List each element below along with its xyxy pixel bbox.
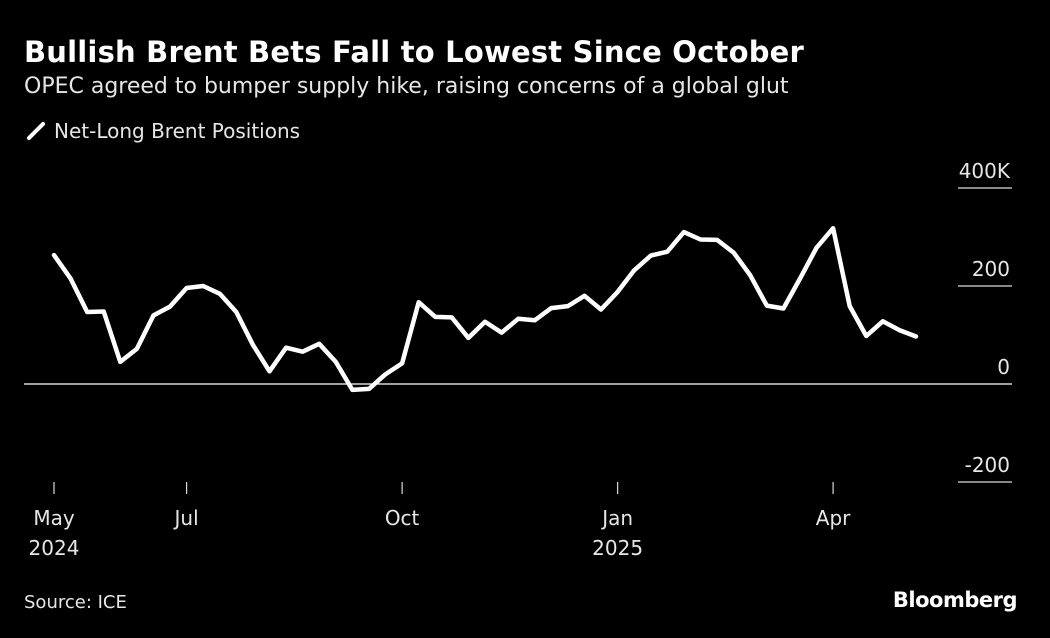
x-tick-year-label: 2024 xyxy=(29,536,80,560)
bloomberg-logo: Bloomberg xyxy=(892,588,1018,612)
x-tick-year-label: 2025 xyxy=(592,536,643,560)
chart-title: Bullish Brent Bets Fall to Lowest Since … xyxy=(24,35,805,69)
x-tick-label: Jul xyxy=(173,506,199,530)
source-note: Source: ICE xyxy=(24,592,127,613)
y-tick-label: -200 xyxy=(965,453,1010,477)
x-tick-label: Oct xyxy=(385,506,420,530)
legend-label: Net-Long Brent Positions xyxy=(54,119,301,143)
legend: Net-Long Brent Positions xyxy=(24,119,300,143)
y-tick-label: 200 xyxy=(972,257,1010,281)
y-tick-label: 0 xyxy=(997,355,1010,379)
x-tick-label: Jan xyxy=(600,506,633,530)
y-tick-label: 400K xyxy=(959,159,1011,183)
x-tick-label: May xyxy=(33,506,75,530)
series-line-net-long-brent xyxy=(51,225,919,393)
x-tick-label: Apr xyxy=(816,506,851,530)
chart-subtitle: OPEC agreed to bumper supply hike, raisi… xyxy=(24,74,789,99)
